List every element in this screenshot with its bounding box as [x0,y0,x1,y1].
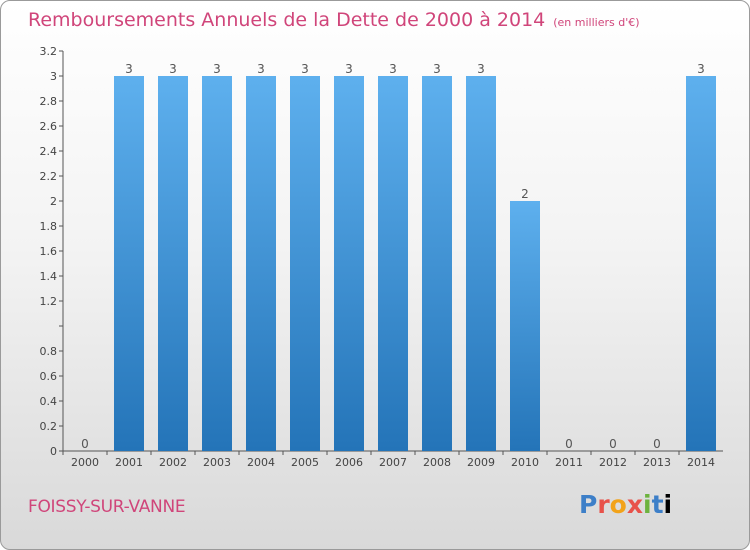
x-tick-label: 2012 [599,456,627,469]
x-tick-label: 2010 [511,456,539,469]
x-tick-label: 2002 [159,456,187,469]
data-label: 2 [521,187,529,201]
chart-subtitle: (en milliers d'€) [553,16,640,29]
y-tick-label: 2.2 [40,170,58,183]
data-label: 3 [345,62,353,76]
y-tick-label: 1.2 [40,295,58,308]
bar [422,76,452,451]
chart-title-text: Remboursements Annuels de la Dette de 20… [28,9,546,31]
bar [246,76,276,451]
y-tick-label: 1.4 [40,270,58,283]
x-tick-label: 2011 [555,456,583,469]
y-tick-label: 0.8 [40,345,58,358]
y-tick-label: 0.4 [40,395,58,408]
y-tick-label: 2.8 [40,95,58,108]
bar [202,76,232,451]
data-label: 0 [653,437,661,451]
bar [158,76,188,451]
y-tick-label: 3.2 [40,45,58,58]
data-label: 3 [697,62,705,76]
y-tick-label: 2 [50,195,57,208]
x-tick-label: 2004 [247,456,275,469]
x-tick-label: 2001 [115,456,143,469]
data-label: 3 [389,62,397,76]
x-tick-label: 2008 [423,456,451,469]
x-tick-label: 2009 [467,456,495,469]
bar [466,76,496,451]
y-tick-label: 2.4 [40,145,58,158]
data-label: 3 [213,62,221,76]
x-tick-label: 2005 [291,456,319,469]
bar [378,76,408,451]
y-tick-label: 0.6 [40,370,58,383]
y-tick-label: 2.6 [40,120,58,133]
x-tick-label: 2000 [71,456,99,469]
y-tick-label: 1.8 [40,220,58,233]
data-label: 3 [257,62,265,76]
x-tick-label: 2014 [687,456,715,469]
x-tick-label: 2003 [203,456,231,469]
data-label: 0 [81,437,89,451]
data-label: 3 [477,62,485,76]
data-label: 3 [433,62,441,76]
bar [290,76,320,451]
bar [510,201,540,451]
bar [334,76,364,451]
data-label: 0 [565,437,573,451]
y-tick-label: 3 [50,70,57,83]
x-tick-label: 2006 [335,456,363,469]
y-tick-label: 1.6 [40,245,58,258]
x-tick-label: 2007 [379,456,407,469]
data-label: 3 [301,62,309,76]
commune-name: FOISSY-SUR-VANNE [28,497,186,517]
proxiti-logo: Proxiti [579,490,673,519]
y-tick-label: 0 [50,445,57,458]
y-tick-label: 0.2 [40,420,58,433]
data-label: 0 [609,437,617,451]
data-label: 3 [125,62,133,76]
data-label: 3 [169,62,177,76]
bar [114,76,144,451]
bar [686,76,716,451]
x-tick-label: 2013 [643,456,671,469]
chart-title: Remboursements Annuels de la Dette de 20… [28,9,640,31]
